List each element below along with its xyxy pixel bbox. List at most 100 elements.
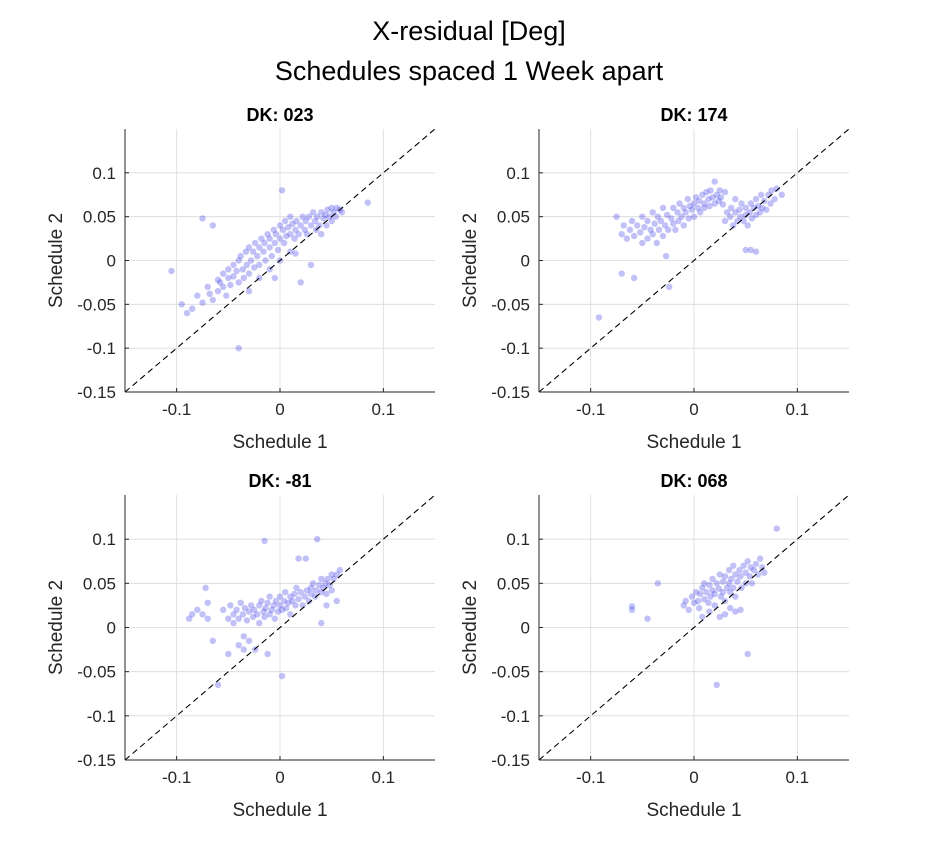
data-point [701, 596, 708, 603]
data-point [271, 274, 278, 282]
data-point [291, 590, 298, 598]
data-point [230, 611, 237, 618]
x-tick-label: 0 [689, 400, 698, 419]
data-point [245, 244, 253, 251]
data-point [278, 672, 286, 680]
data-point [732, 209, 739, 216]
data-point [252, 239, 259, 247]
data-point [732, 608, 739, 615]
data-point [759, 204, 766, 212]
data-point [680, 204, 687, 212]
data-point [723, 584, 731, 591]
data-point [233, 267, 240, 275]
data-point [641, 224, 648, 231]
x-tick-label: 0.1 [786, 400, 810, 419]
data-point [324, 575, 331, 583]
data-point [251, 606, 258, 613]
scatter-panel: -0.1 0 0.1 -0.15 -0.1 -0.05 0 0.05 0.1 DK: 174 Sch… [460, 105, 850, 453]
data-point [737, 573, 744, 580]
y-tick-label: -0.15 [77, 751, 116, 770]
x-tick-label: -0.1 [162, 768, 191, 787]
data-point [752, 211, 760, 219]
data-point [706, 608, 713, 615]
data-point [759, 564, 766, 571]
data-point [333, 204, 340, 212]
data-point [283, 232, 290, 240]
y-tick-label: 0.1 [506, 164, 530, 183]
data-point [297, 279, 304, 286]
data-point [738, 584, 745, 591]
data-point [237, 252, 244, 260]
data-point [245, 637, 253, 644]
data-point [742, 211, 749, 219]
data-point [333, 571, 340, 578]
data-point [270, 602, 277, 609]
data-point [241, 604, 249, 612]
data-point [756, 209, 764, 216]
data-point [282, 589, 289, 596]
data-point [732, 195, 739, 203]
y-tick-label: -0.1 [501, 339, 530, 358]
y-axis-label: Schedule 2 [460, 580, 481, 675]
data-point [690, 200, 698, 207]
data-point [688, 593, 696, 600]
data-point [732, 571, 739, 578]
data-point [311, 217, 319, 225]
data-point [662, 252, 670, 260]
data-point [685, 215, 692, 222]
data-point [701, 200, 708, 207]
data-point [706, 202, 713, 210]
data-point [245, 270, 253, 277]
reference-line [538, 494, 850, 761]
data-point [204, 615, 211, 622]
y-tick-label: 0.1 [92, 164, 116, 183]
data-point [240, 646, 247, 653]
data-point [620, 222, 627, 229]
data-point [747, 200, 754, 207]
data-point [737, 606, 744, 613]
x-axis-label: Schedule 1 [232, 800, 327, 821]
data-point [654, 580, 661, 587]
data-point [194, 292, 201, 299]
data-point [697, 209, 704, 216]
data-point [214, 681, 222, 689]
data-point [761, 569, 768, 576]
data-point [316, 581, 323, 589]
data-point [364, 199, 371, 206]
data-point [292, 226, 299, 233]
data-point [725, 580, 733, 587]
data-point [235, 257, 242, 264]
data-point [752, 248, 760, 255]
data-point [649, 231, 656, 238]
data-point [292, 602, 299, 609]
data-point [717, 593, 725, 600]
data-point [239, 611, 246, 618]
data-point [233, 606, 240, 613]
data-point [225, 650, 232, 658]
data-point [750, 566, 758, 574]
data-point [268, 606, 275, 613]
data-point [204, 283, 211, 290]
data-point [280, 239, 288, 247]
data-point [274, 246, 282, 254]
data-point [716, 571, 723, 578]
data-point [227, 281, 234, 289]
data-point [740, 562, 747, 569]
x-axis-label: Schedule 1 [646, 800, 741, 821]
figure-subtitle: Schedules spaced 1 Week apart [274, 56, 664, 86]
data-point [214, 276, 222, 283]
data-point [266, 244, 273, 251]
data-point [727, 213, 734, 220]
data-point [297, 589, 304, 596]
data-point [225, 615, 232, 622]
data-point [728, 204, 735, 212]
data-point [707, 187, 714, 194]
data-point [736, 206, 743, 213]
data-point [333, 597, 340, 605]
data-point [302, 217, 309, 225]
data-point [285, 224, 292, 231]
data-point [271, 239, 278, 247]
data-point [717, 194, 725, 201]
data-point [680, 222, 687, 229]
